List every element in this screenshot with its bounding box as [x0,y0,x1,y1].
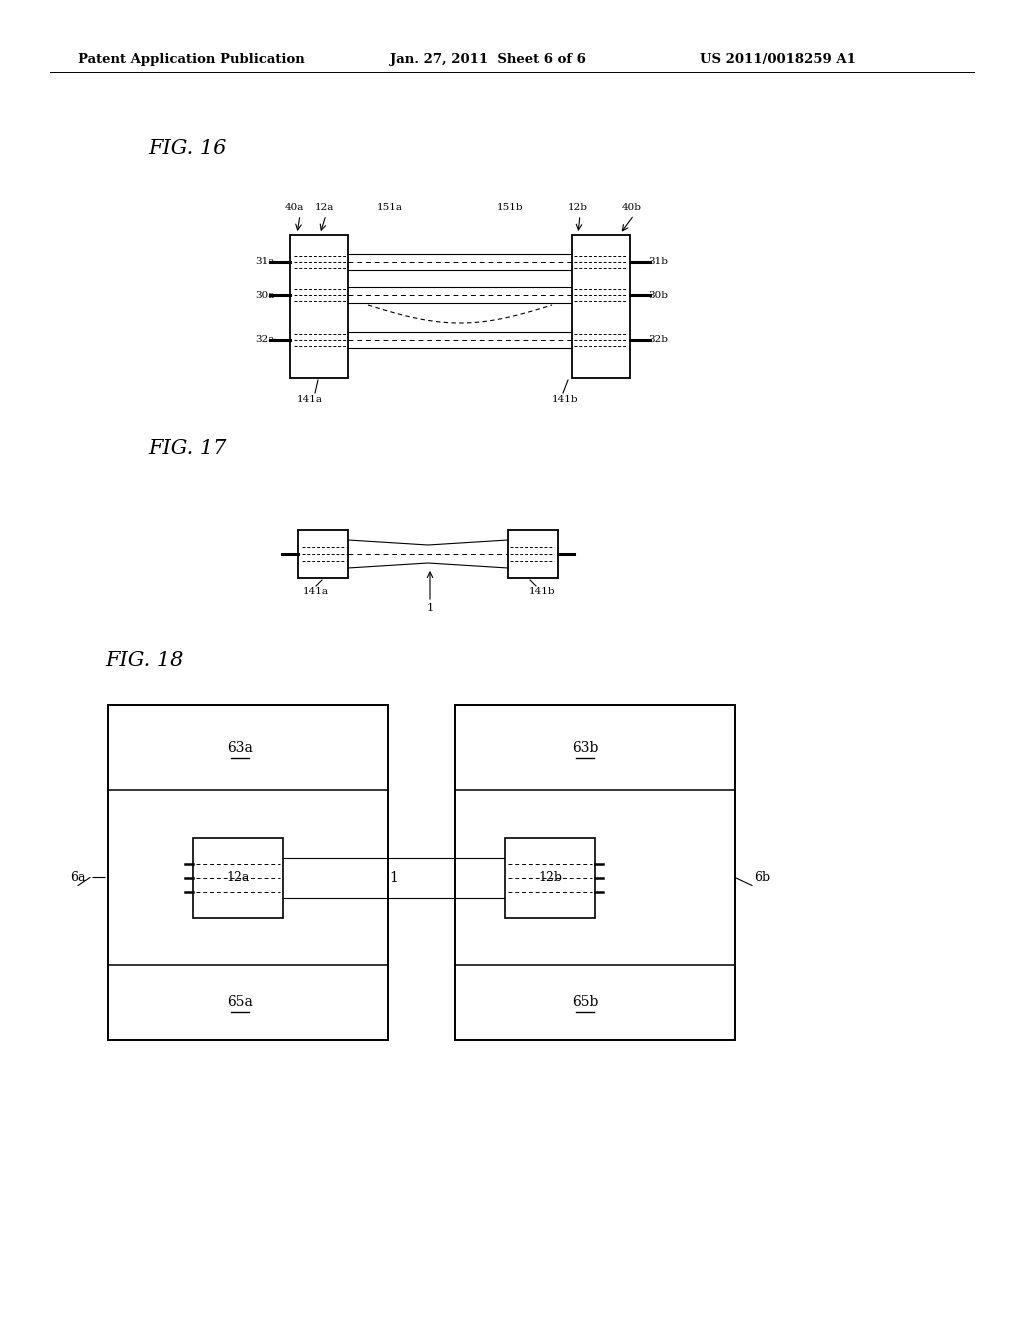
Text: 151b: 151b [497,203,523,213]
Bar [508,531,558,578]
Text: 32a: 32a [256,335,275,345]
Text: 31b: 31b [648,257,668,267]
Bar [572,235,630,378]
Text: 12a: 12a [226,871,250,884]
Text: 63b: 63b [571,741,598,755]
Text: 6a: 6a [71,871,86,884]
Text: 40b: 40b [622,203,642,213]
Text: 1: 1 [389,870,398,884]
Text: Patent Application Publication: Patent Application Publication [78,54,305,66]
Text: FIG. 18: FIG. 18 [105,651,183,669]
Text: 141b: 141b [552,396,579,404]
Text: 12b: 12b [538,871,562,884]
Bar [193,837,283,917]
Text: 30b: 30b [648,290,668,300]
Bar [108,705,388,1040]
Text: 12a: 12a [314,203,334,213]
Text: US 2011/0018259 A1: US 2011/0018259 A1 [700,54,856,66]
Bar [290,235,348,378]
Text: FIG. 16: FIG. 16 [148,139,226,157]
Text: 65b: 65b [571,995,598,1008]
Text: FIG. 17: FIG. 17 [148,438,226,458]
Text: 32b: 32b [648,335,668,345]
Text: 141a: 141a [297,396,323,404]
Text: 31a: 31a [256,257,275,267]
Text: 1: 1 [426,603,433,612]
Text: 12b: 12b [568,203,588,213]
Text: 6b: 6b [754,871,770,884]
Text: 30a: 30a [256,290,275,300]
Text: 40a: 40a [285,203,304,213]
Text: 141b: 141b [528,587,555,597]
Text: 151a: 151a [377,203,403,213]
Text: 63a: 63a [227,741,253,755]
Bar [298,531,348,578]
Text: Jan. 27, 2011  Sheet 6 of 6: Jan. 27, 2011 Sheet 6 of 6 [390,54,586,66]
Text: 141a: 141a [303,587,329,597]
Text: 65a: 65a [227,995,253,1008]
Bar [455,705,735,1040]
Bar [505,837,595,917]
